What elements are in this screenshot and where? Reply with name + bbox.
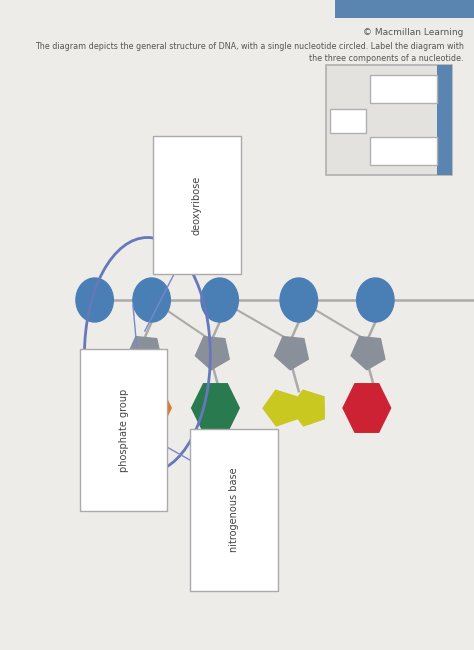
- Text: nitrogenous base: nitrogenous base: [229, 468, 239, 552]
- FancyBboxPatch shape: [370, 137, 437, 165]
- Polygon shape: [128, 337, 161, 370]
- Polygon shape: [343, 384, 391, 432]
- Polygon shape: [274, 337, 308, 370]
- Polygon shape: [263, 390, 297, 426]
- Circle shape: [76, 278, 113, 322]
- Text: the three components of a nucleotide.: the three components of a nucleotide.: [310, 54, 464, 63]
- Circle shape: [201, 278, 238, 322]
- Text: deoxyribose: deoxyribose: [191, 176, 202, 235]
- FancyBboxPatch shape: [326, 65, 452, 175]
- FancyBboxPatch shape: [330, 109, 366, 133]
- FancyBboxPatch shape: [335, 0, 474, 18]
- Polygon shape: [124, 384, 171, 432]
- Polygon shape: [195, 337, 229, 370]
- Polygon shape: [191, 384, 239, 432]
- Polygon shape: [351, 337, 385, 370]
- FancyBboxPatch shape: [437, 65, 452, 175]
- Polygon shape: [290, 390, 324, 426]
- Circle shape: [133, 278, 170, 322]
- Circle shape: [280, 278, 318, 322]
- FancyBboxPatch shape: [370, 75, 437, 103]
- Text: © Macmillan Learning: © Macmillan Learning: [364, 28, 464, 37]
- Circle shape: [356, 278, 394, 322]
- Text: phosphate group: phosphate group: [118, 388, 128, 472]
- Text: The diagram depicts the general structure of DNA, with a single nucleotide circl: The diagram depicts the general structur…: [35, 42, 464, 51]
